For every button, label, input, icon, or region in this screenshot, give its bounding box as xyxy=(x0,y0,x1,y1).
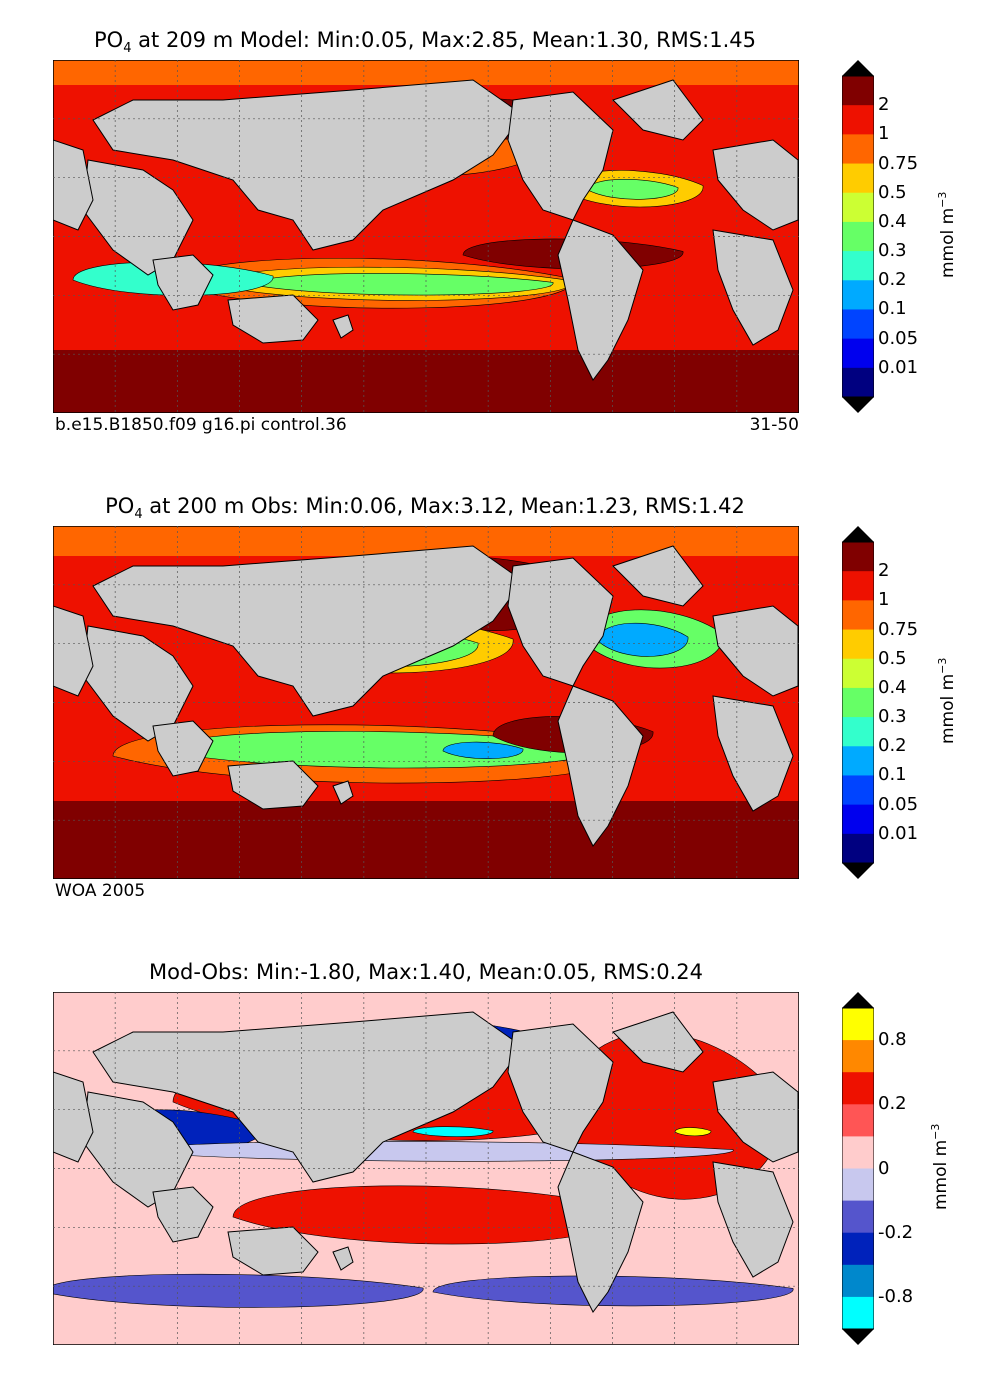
panel3-colorbar-unit: mmol m−3 xyxy=(929,1123,951,1211)
colorbar-tick-label: 0.2 xyxy=(878,735,907,757)
colorbar-tick-label: 0.4 xyxy=(878,676,907,698)
colorbar-tick-label: 0.75 xyxy=(878,618,919,640)
panel1-map xyxy=(53,60,799,413)
panel3-title: Mod-Obs: Min:-1.80, Max:1.40, Mean:0.05,… xyxy=(149,960,703,984)
colorbar-tick-label: 0.5 xyxy=(878,181,907,203)
colorbar-tick-label: 2 xyxy=(878,94,890,116)
panel1-right-caption: 31-50 xyxy=(749,415,799,435)
colorbar-tick-label: 0.3 xyxy=(878,240,907,262)
colorbar-tick-label: 0.1 xyxy=(878,298,907,320)
panel2-colorbar xyxy=(842,526,874,879)
panel2-colorbar-unit: mmol m−3 xyxy=(936,657,958,745)
colorbar-tick-label: 0.2 xyxy=(878,1093,907,1115)
panel2-left-caption: WOA 2005 xyxy=(55,881,146,901)
panel2-title: PO4 at 200 m Obs: Min:0.06, Max:3.12, Me… xyxy=(105,494,745,523)
colorbar-tick-label: 0.01 xyxy=(878,822,919,844)
panel1-colorbar xyxy=(842,60,874,413)
panel1-colorbar-unit: mmol m−3 xyxy=(936,191,958,279)
colorbar-tick-label: 0.05 xyxy=(878,793,919,815)
colorbar-tick-label: 0.3 xyxy=(878,706,907,728)
colorbar-tick-label: 0.4 xyxy=(878,210,907,232)
panel1-left-caption: b.e15.B1850.f09 g16.pi control.36 xyxy=(55,415,347,435)
colorbar-tick-label: -0.8 xyxy=(878,1285,914,1307)
colorbar-tick-label: 1 xyxy=(878,589,890,611)
panel3-colorbar xyxy=(842,992,874,1345)
colorbar-tick-label: 0.75 xyxy=(878,152,919,174)
colorbar-tick-label: 0.01 xyxy=(878,356,919,378)
colorbar-tick-label: 0.8 xyxy=(878,1029,907,1051)
panel3-map xyxy=(53,992,799,1345)
colorbar-tick-label: 0.1 xyxy=(878,764,907,786)
colorbar-tick-label: 0.2 xyxy=(878,269,907,291)
colorbar-tick-label: -0.2 xyxy=(878,1221,914,1243)
panel1-title: PO4 at 209 m Model: Min:0.05, Max:2.85, … xyxy=(94,28,756,57)
colorbar-tick-label: 0.05 xyxy=(878,327,919,349)
colorbar-tick-label: 1 xyxy=(878,123,890,145)
colorbar-tick-label: 0.5 xyxy=(878,647,907,669)
colorbar-tick-label: 2 xyxy=(878,560,890,582)
panel2-map xyxy=(53,526,799,879)
colorbar-tick-label: 0 xyxy=(878,1157,890,1179)
